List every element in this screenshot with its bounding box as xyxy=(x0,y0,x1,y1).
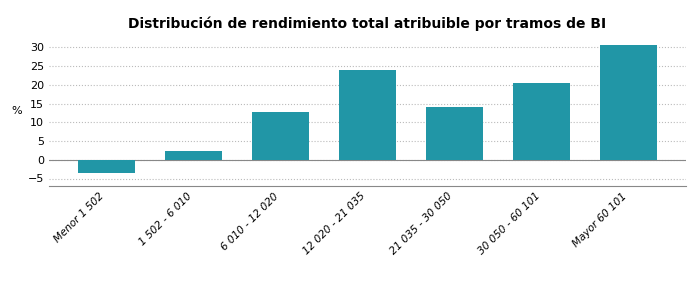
Bar xyxy=(252,112,309,160)
Bar xyxy=(426,106,483,160)
Title: Distribución de rendimiento total atribuible por tramos de BI: Distribución de rendimiento total atribu… xyxy=(128,16,607,31)
Bar xyxy=(340,70,396,160)
Y-axis label: %: % xyxy=(11,106,22,116)
Bar xyxy=(165,151,222,160)
Bar xyxy=(601,45,657,160)
Bar xyxy=(513,83,570,160)
Bar xyxy=(78,160,134,173)
